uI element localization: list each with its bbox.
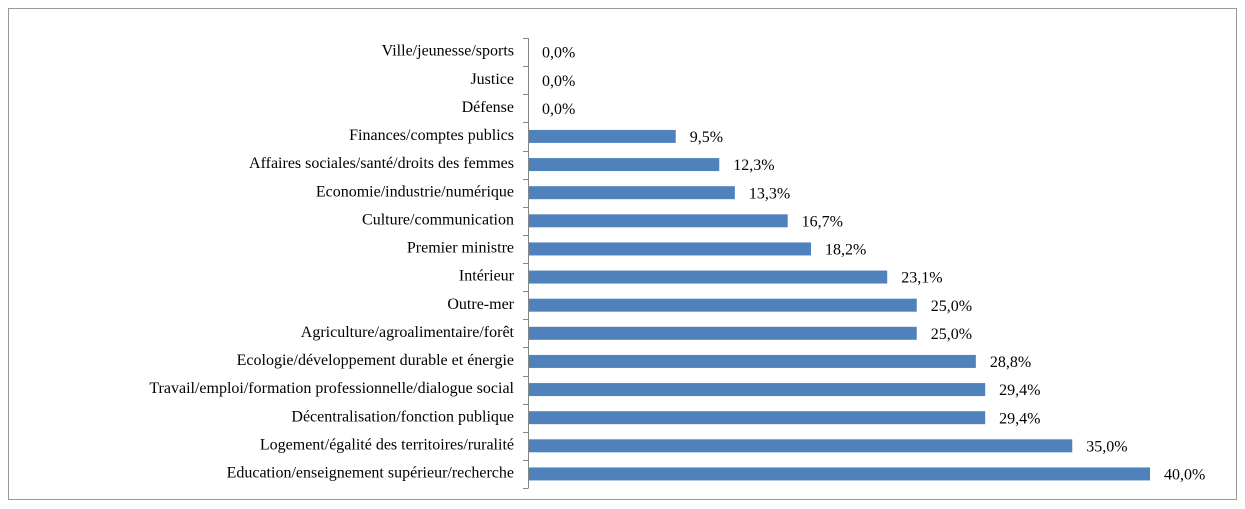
- category-label: Education/enseignement supérieur/recherc…: [227, 465, 514, 482]
- category-label: Intérieur: [459, 268, 515, 285]
- data-label: 29,4%: [999, 382, 1040, 399]
- category-label: Affaires sociales/santé/droits des femme…: [249, 155, 514, 172]
- data-label: 28,8%: [990, 354, 1031, 371]
- data-label: 25,0%: [931, 326, 972, 343]
- category-label: Agriculture/agroalimentaire/forêt: [301, 324, 515, 341]
- category-label: Culture/communication: [362, 211, 514, 228]
- bar: [529, 186, 735, 200]
- bar: [529, 411, 986, 425]
- category-label: Logement/égalité des territoires/ruralit…: [260, 436, 514, 453]
- category-label: Finances/comptes publics: [349, 127, 514, 144]
- bar: [529, 383, 986, 397]
- bar: [529, 326, 917, 340]
- data-label: 16,7%: [802, 213, 843, 230]
- bar: [529, 214, 788, 228]
- data-label: 13,3%: [749, 185, 790, 202]
- data-label: 29,4%: [999, 410, 1040, 427]
- bar: [529, 242, 812, 256]
- data-label: 40,0%: [1164, 467, 1205, 484]
- category-label: Premier ministre: [407, 240, 514, 257]
- bar: [529, 270, 888, 284]
- data-label: 35,0%: [1086, 438, 1127, 455]
- category-label: Justice: [470, 71, 514, 88]
- data-label: 12,3%: [733, 157, 774, 174]
- bar: [529, 298, 917, 312]
- data-label: 18,2%: [825, 242, 866, 259]
- data-label: 25,0%: [931, 298, 972, 315]
- data-label: 23,1%: [901, 270, 942, 287]
- data-label: 9,5%: [690, 129, 723, 146]
- category-label: Outre-mer: [447, 296, 514, 313]
- bar: [529, 354, 976, 368]
- data-label: 0,0%: [542, 45, 575, 62]
- bar: [529, 467, 1150, 481]
- category-label: Défense: [462, 99, 514, 116]
- bar: [529, 158, 720, 172]
- bar: [529, 439, 1073, 453]
- category-label: Décentralisation/fonction publique: [291, 408, 514, 425]
- data-label: 0,0%: [542, 101, 575, 118]
- category-label: Ecologie/développement durable et énergi…: [237, 352, 514, 369]
- category-label: Travail/emploi/formation professionnelle…: [149, 380, 514, 397]
- category-label: Ville/jeunesse/sports: [382, 43, 514, 60]
- bar: [529, 129, 676, 143]
- data-label: 0,0%: [542, 73, 575, 90]
- category-label: Economie/industrie/numérique: [316, 183, 514, 200]
